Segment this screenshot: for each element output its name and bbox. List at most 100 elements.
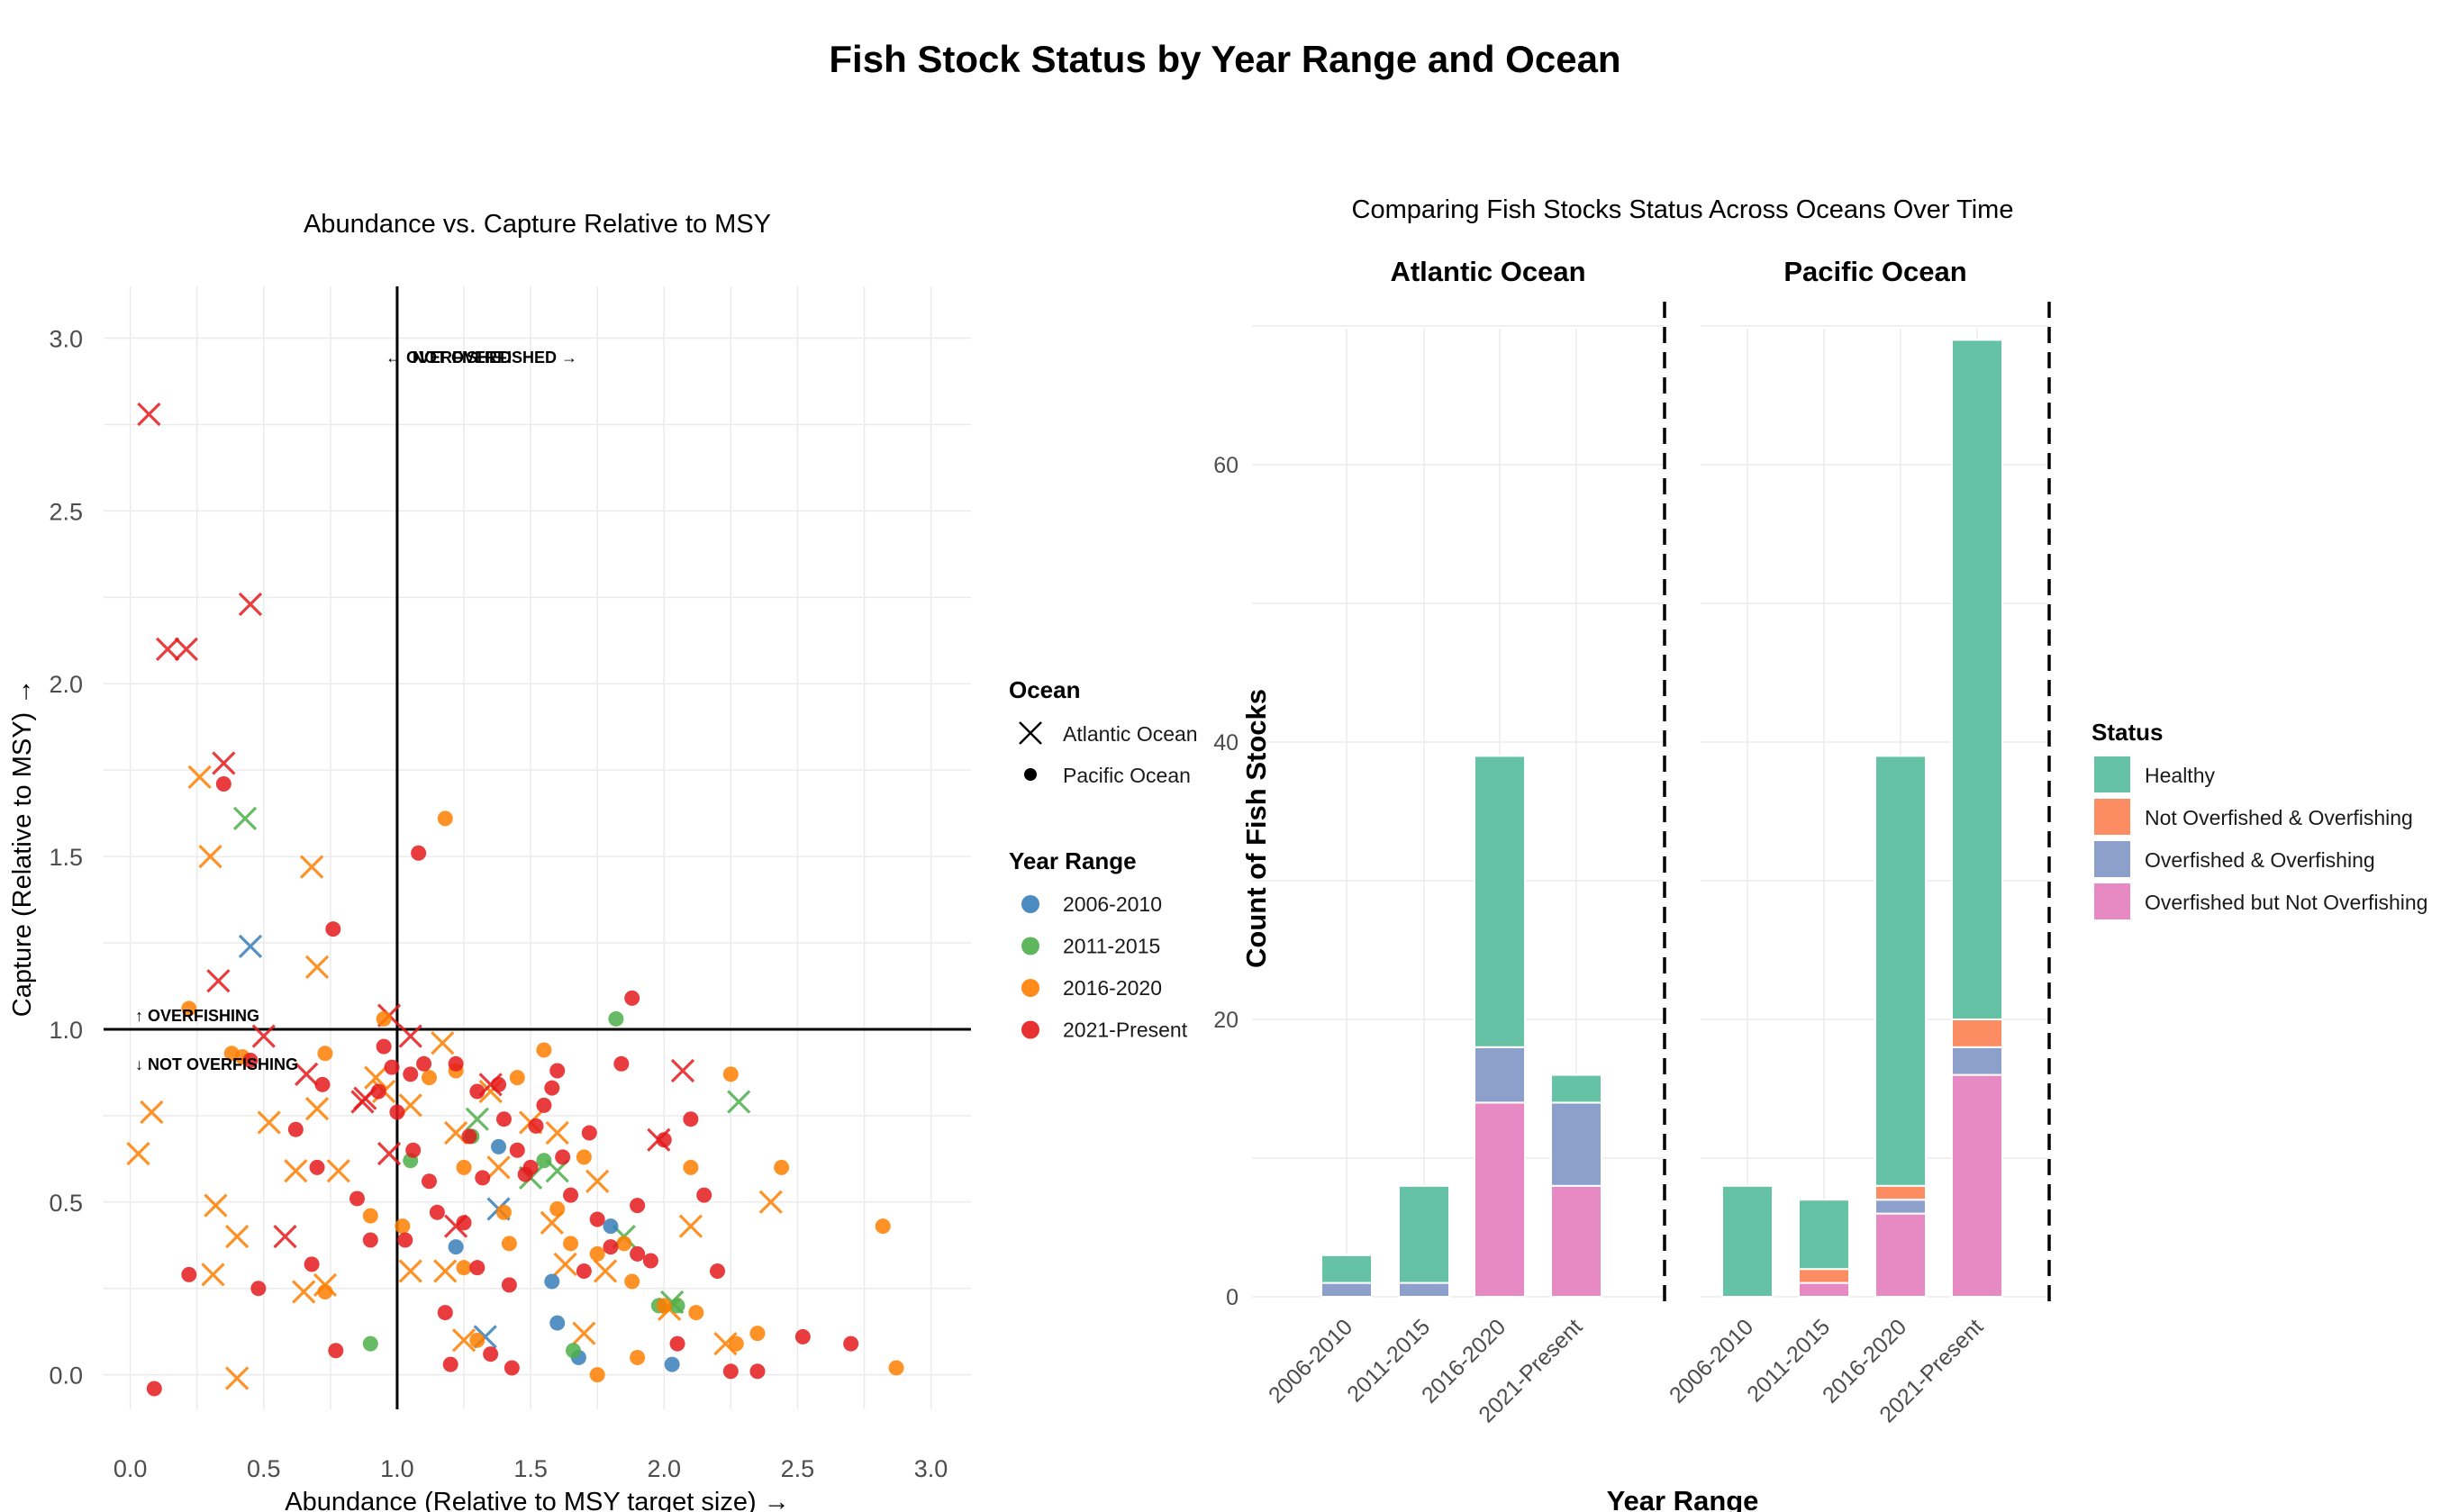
scatter-point-pacific bbox=[437, 810, 453, 827]
scatter-point-pacific bbox=[304, 1256, 320, 1272]
scatter-point-atlantic bbox=[572, 1321, 596, 1345]
scatter-point-pacific bbox=[875, 1218, 891, 1235]
scatter-point-atlantic bbox=[326, 1159, 350, 1183]
bar-y-tick-label: 40 bbox=[1213, 730, 1239, 756]
scatter-point-pacific bbox=[589, 1211, 605, 1227]
scatter-point-pacific bbox=[630, 1245, 646, 1262]
legend-year-swatch bbox=[1021, 1020, 1039, 1039]
scatter-point-pacific bbox=[589, 1367, 605, 1383]
scatter-point-pacific bbox=[448, 1239, 464, 1255]
scatter-y-tick-label: 2.0 bbox=[49, 671, 83, 698]
scatter-point-pacific bbox=[389, 1104, 405, 1120]
scatter-point-pacific bbox=[456, 1215, 472, 1231]
bar-x-tick-label: 2006-2010 bbox=[1264, 1314, 1357, 1408]
scatter-point-pacific bbox=[411, 845, 427, 861]
scatter-point-pacific bbox=[528, 1118, 544, 1134]
scatter-point-pacific bbox=[669, 1298, 685, 1314]
scatter-point-pacific bbox=[384, 1059, 400, 1075]
scatter-point-pacific bbox=[469, 1260, 485, 1276]
scatter-point-pacific bbox=[491, 1138, 507, 1154]
scatter-point-pacific bbox=[555, 1149, 571, 1165]
scatter-point-atlantic bbox=[174, 637, 198, 662]
legend-year-label: 2021-Present bbox=[1063, 1019, 1188, 1042]
scatter-point-atlantic bbox=[137, 402, 161, 427]
scatter-y-tick-label: 0.0 bbox=[49, 1363, 83, 1390]
scatter-point-pacific bbox=[630, 1349, 646, 1365]
scatter-point-pacific bbox=[563, 1187, 579, 1203]
scatter-point-pacific bbox=[325, 921, 341, 937]
scatter-point-pacific bbox=[146, 1381, 162, 1397]
scatter-point-atlantic bbox=[238, 934, 263, 958]
main-title: Fish Stock Status by Year Range and Ocea… bbox=[829, 38, 1621, 80]
legend-status-swatch bbox=[2094, 799, 2130, 835]
scatter-point-atlantic bbox=[465, 1107, 489, 1131]
stacked-bar-segment bbox=[1398, 1184, 1450, 1284]
stacked-bar-segment bbox=[1798, 1268, 1850, 1284]
scatter-point-atlantic bbox=[212, 751, 236, 775]
scatter-point-atlantic bbox=[225, 1366, 250, 1390]
bar-x-axis-label: Year Range bbox=[1607, 1485, 1759, 1512]
legend-ocean-pacific-label: Pacific Ocean bbox=[1063, 764, 1191, 787]
scatter-point-atlantic bbox=[553, 1252, 577, 1276]
scatter-point-pacific bbox=[317, 1046, 333, 1062]
scatter-point-atlantic bbox=[140, 1100, 164, 1125]
scatter-point-pacific bbox=[642, 1253, 658, 1269]
scatter-point-pacific bbox=[504, 1360, 520, 1376]
scatter-point-atlantic bbox=[295, 1062, 319, 1086]
annotation-not-overfished: NOT OVERFISHED → bbox=[413, 349, 577, 367]
scatter-point-pacific bbox=[501, 1277, 517, 1293]
scatter-point-pacific bbox=[544, 1273, 560, 1290]
scatter-point-atlantic bbox=[187, 765, 212, 789]
scatter-point-pacific bbox=[536, 1153, 552, 1169]
scatter-point-pacific bbox=[536, 1097, 552, 1113]
stacked-bar-segment bbox=[1951, 339, 2003, 1020]
scatter-point-pacific bbox=[536, 1042, 552, 1058]
stacked-bar-segment bbox=[1798, 1281, 1850, 1298]
scatter-point-pacific bbox=[630, 1198, 646, 1214]
scatter-point-pacific bbox=[483, 1346, 499, 1363]
scatter-point-atlantic bbox=[727, 1090, 751, 1114]
scatter-point-pacific bbox=[722, 1363, 739, 1380]
scatter-y-axis-label: Capture (Relative to MSY) → bbox=[8, 679, 37, 1018]
scatter-point-pacific bbox=[509, 1142, 525, 1158]
stacked-bar-segment bbox=[1474, 755, 1526, 1048]
stacked-bar-segment bbox=[1550, 1073, 1602, 1104]
scatter-point-pacific bbox=[421, 1173, 437, 1190]
scatter-point-atlantic bbox=[678, 1214, 703, 1238]
scatter-point-pacific bbox=[794, 1328, 811, 1345]
scatter-point-pacific bbox=[397, 1232, 413, 1248]
scatter-point-pacific bbox=[215, 776, 231, 792]
scatter-point-pacific bbox=[563, 1236, 579, 1252]
scatter-point-atlantic bbox=[238, 592, 263, 617]
scatter-point-pacific bbox=[888, 1360, 904, 1376]
scatter-y-tick-label: 0.5 bbox=[49, 1190, 83, 1217]
scatter-point-atlantic bbox=[431, 1031, 455, 1055]
scatter-point-atlantic bbox=[206, 969, 231, 993]
stacked-bar-segment bbox=[1474, 1046, 1526, 1104]
scatter-point-pacific bbox=[749, 1363, 766, 1380]
scatter-y-tick-label: 2.5 bbox=[49, 498, 83, 525]
stacked-bar-segment bbox=[1320, 1254, 1373, 1284]
scatter-point-pacific bbox=[669, 1335, 685, 1352]
scatter-x-tick-label: 3.0 bbox=[914, 1455, 948, 1482]
stacked-bar-segment bbox=[1874, 1199, 1927, 1215]
scatter-x-tick-label: 0.5 bbox=[247, 1455, 281, 1482]
stacked-bar-segment bbox=[1550, 1101, 1602, 1187]
legend-status-label: Overfished but Not Overfishing bbox=[2145, 891, 2427, 914]
legend-year-label: 2016-2020 bbox=[1063, 976, 1162, 1000]
scatter-point-pacific bbox=[362, 1232, 378, 1248]
scatter-point-pacific bbox=[314, 1076, 331, 1092]
scatter-point-pacific bbox=[501, 1236, 517, 1252]
bar-y-tick-label: 0 bbox=[1226, 1285, 1239, 1310]
scatter-point-pacific bbox=[362, 1335, 378, 1352]
scatter-point-atlantic bbox=[251, 1024, 276, 1048]
scatter-point-pacific bbox=[688, 1305, 704, 1321]
scatter-x-tick-label: 2.5 bbox=[781, 1455, 815, 1482]
stacked-bar-segment bbox=[1721, 1184, 1774, 1299]
stacked-bar-segment bbox=[1320, 1281, 1373, 1298]
annotation-overfished: ← OVERFISHED bbox=[386, 349, 512, 367]
legend-status-label: Not Overfished & Overfishing bbox=[2145, 806, 2413, 829]
scatter-point-atlantic bbox=[398, 1024, 422, 1048]
stacked-bar-segment bbox=[1874, 1184, 1927, 1201]
scatter-point-atlantic bbox=[126, 1141, 150, 1166]
